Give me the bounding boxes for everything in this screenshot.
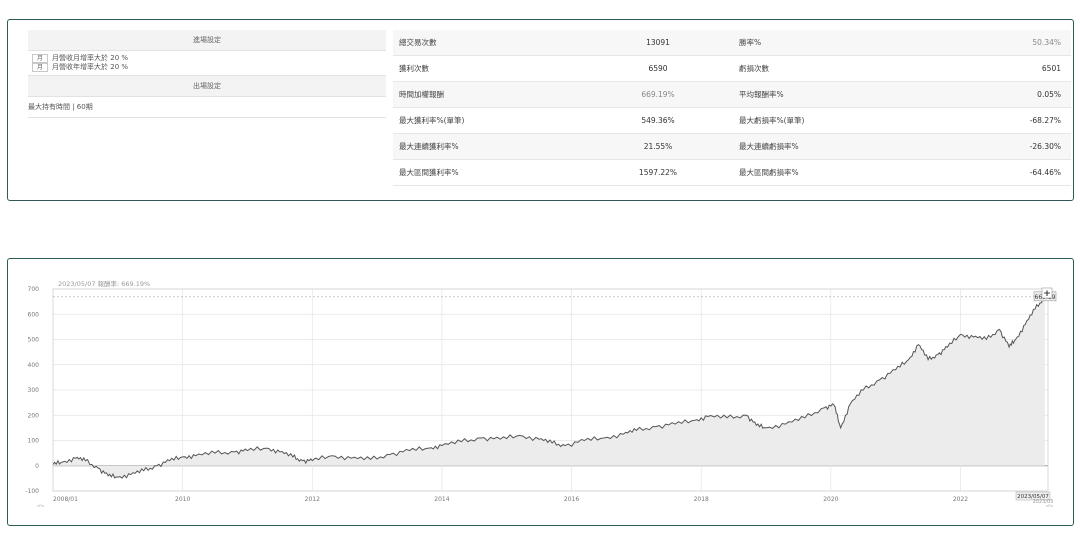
- x-tick-label: 2020: [823, 496, 838, 503]
- stat-value: 669.19%: [583, 81, 733, 108]
- y-tick-label: -100: [25, 488, 39, 495]
- stats-row: 最大連續獲利率% 21.55% 最大連續虧損率% -26.30%: [393, 133, 1071, 160]
- stat-value: 6501: [923, 55, 1071, 82]
- stat-label: 最大區間獲利率%: [393, 159, 583, 186]
- y-tick-label: 0: [35, 463, 39, 470]
- stat-value: 549.36%: [583, 107, 733, 134]
- zoom-plus-button[interactable]: +: [1041, 287, 1053, 299]
- stats-table: 總交易次數 13091 勝率% 50.34% 獲利次數 6590 虧損次數 6501 時間加權報…: [393, 30, 1071, 186]
- plot-area: [52, 288, 1049, 492]
- stat-value: 13091: [583, 30, 733, 56]
- equity-chart-panel: 700 600 500 400 300 200 100 0 -100 2008/01 2010 201…: [7, 258, 1074, 526]
- max-hold-setting: 最大持有時間 | 60期: [28, 97, 386, 118]
- stat-value: -26.30%: [923, 133, 1071, 160]
- axis-note: xFin: [1046, 504, 1053, 508]
- y-tick-label: 600: [28, 311, 40, 318]
- stat-value: 0.05%: [923, 81, 1071, 108]
- stat-label: 虧損次數: [733, 55, 923, 82]
- x-tick-label: 2022: [953, 496, 968, 503]
- stats-row: 時間加權報酬 669.19% 平均報酬率% 0.05%: [393, 81, 1071, 108]
- x-tick-label: 2016: [564, 496, 579, 503]
- stat-label: 最大連續獲利率%: [393, 133, 583, 160]
- stat-label: 總交易次數: [393, 30, 583, 56]
- stats-row: 總交易次數 13091 勝率% 50.34%: [393, 30, 1071, 56]
- hover-tooltip: 2023/05/07 報酬率: 669.19%: [58, 279, 150, 288]
- y-tick-label: 400: [28, 362, 40, 369]
- stats-row: 獲利次數 6590 虧損次數 6501: [393, 55, 1071, 82]
- stat-value: 1597.22%: [583, 159, 733, 186]
- y-tick-label: 300: [28, 387, 40, 394]
- stat-label: 平均報酬率%: [733, 81, 923, 108]
- condition-tag: 月: [32, 54, 49, 63]
- condition-item: 月月營收月增率大於 20 %: [28, 54, 386, 63]
- stat-label: 最大獲利率%(單筆): [393, 107, 583, 134]
- zoom-plus-box[interactable]: [1041, 287, 1053, 299]
- x-tick-label: 2018: [694, 496, 709, 503]
- stat-label: 最大連續虧損率%: [733, 133, 923, 160]
- stat-value: 6590: [583, 55, 733, 82]
- y-tick-label: 100: [28, 438, 40, 445]
- equity-curve-chart: 700 600 500 400 300 200 100 0 -100 2008/01 2010 201…: [25, 279, 1057, 508]
- y-tick-label: 700: [28, 286, 40, 293]
- stat-value: 50.34%: [923, 30, 1071, 56]
- backtest-summary-panel: 進場設定 月月營收月增率大於 20 % 月月營收年增率大於 20 % 出場設定 …: [7, 19, 1074, 201]
- stat-value: 21.55%: [583, 133, 733, 160]
- condition-item: 月月營收年增率大於 20 %: [28, 63, 386, 72]
- strategy-settings: 進場設定 月月營收月增率大於 20 % 月月營收年增率大於 20 % 出場設定 …: [28, 30, 386, 118]
- entry-conditions: 月月營收月增率大於 20 % 月月營收年增率大於 20 %: [28, 51, 386, 76]
- end-date-box: [1015, 491, 1051, 501]
- axis-note: xFin: [37, 504, 44, 508]
- stat-value: -64.46%: [923, 159, 1071, 186]
- x-tick-label: 2010: [175, 496, 190, 503]
- stats-row: 最大區間獲利率% 1597.22% 最大區間虧損率% -64.46%: [393, 159, 1071, 186]
- y-tick-label: 500: [28, 337, 40, 344]
- stats-row: 最大獲利率%(單筆) 549.36% 最大虧損率%(單筆) -68.27%: [393, 107, 1071, 134]
- plus-icon[interactable]: +: [1043, 289, 1051, 299]
- exit-settings-header: 出場設定: [28, 76, 386, 97]
- condition-text: 月營收年增率大於 20 %: [52, 63, 129, 71]
- condition-text: 月營收月增率大於 20 %: [52, 54, 129, 62]
- end-date-label-secondary: 2023/05: [1033, 499, 1054, 505]
- y-tick-label: 200: [28, 412, 40, 419]
- stat-label: 時間加權報酬: [393, 81, 583, 108]
- area-fill: [53, 296, 1045, 479]
- stat-value: -68.27%: [923, 107, 1071, 134]
- entry-settings-header: 進場設定: [28, 30, 386, 51]
- stat-label: 獲利次數: [393, 55, 583, 82]
- end-date-label: 2023/05/07: [1017, 494, 1049, 500]
- stat-label: 最大區間虧損率%: [733, 159, 923, 186]
- stat-label: 最大虧損率%(單筆): [733, 107, 923, 134]
- x-tick-label: 2012: [305, 496, 320, 503]
- equity-line: [52, 296, 1046, 479]
- stat-label: 勝率%: [733, 30, 923, 56]
- x-tick-label: 2014: [434, 496, 449, 503]
- x-tick-label: 2008/01: [53, 496, 78, 503]
- condition-tag: 月: [32, 63, 49, 72]
